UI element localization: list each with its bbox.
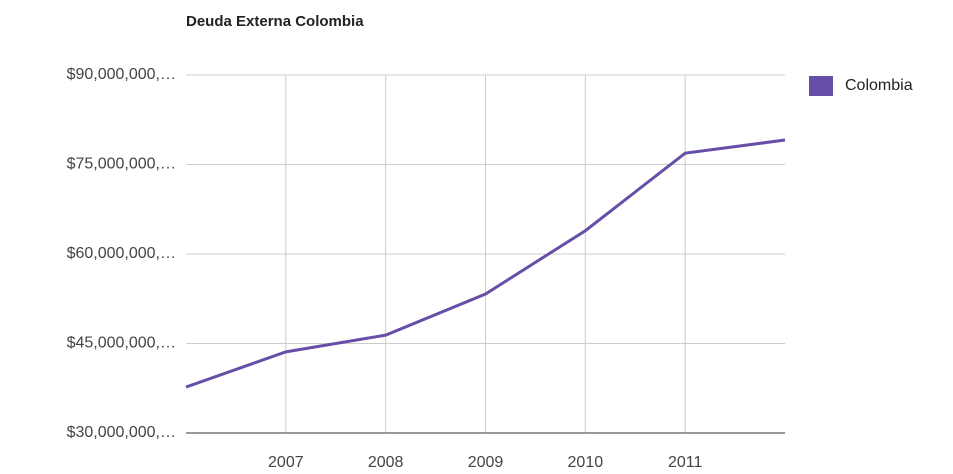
x-tick-label: 2007 — [268, 454, 304, 471]
legend-swatch — [809, 76, 833, 96]
y-tick-label: $75,000,000,… — [67, 156, 176, 173]
legend-label: Colombia — [845, 77, 913, 94]
chart-title: Deuda Externa Colombia — [186, 13, 364, 30]
x-tick-label: 2011 — [668, 454, 703, 471]
y-tick-label: $45,000,000,… — [67, 335, 176, 352]
x-tick-label: 2008 — [368, 454, 404, 471]
x-tick-label: 2010 — [568, 454, 604, 471]
y-tick-label: $90,000,000,… — [67, 66, 176, 83]
x-tick-label: 2009 — [468, 454, 504, 471]
y-tick-label: $60,000,000,… — [67, 245, 176, 262]
y-tick-label: $30,000,000,… — [67, 424, 176, 441]
data-line — [185, 138, 786, 389]
